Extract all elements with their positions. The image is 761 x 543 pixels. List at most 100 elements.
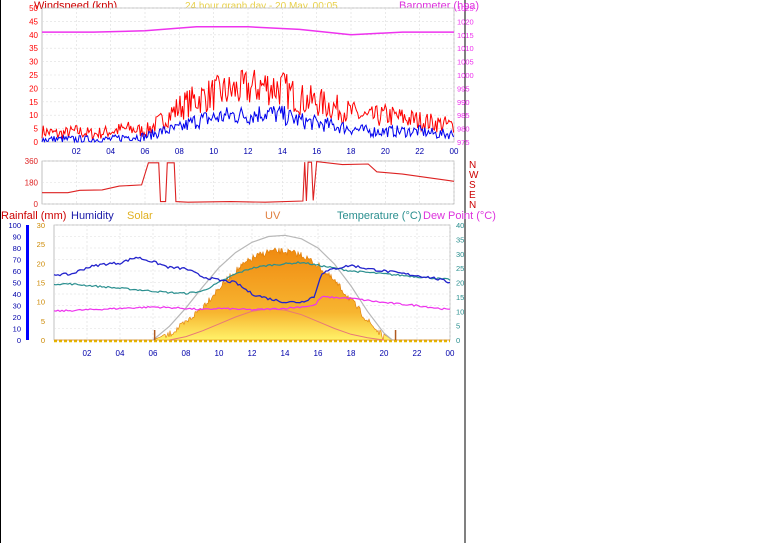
y-right-tick-label: 1005 [457,58,474,67]
x-tick-label: 16 [314,349,323,358]
solar-label: Solar [127,210,153,222]
humidity-label: Humidity [71,210,114,222]
y-right-tick-label: 980 [457,125,470,134]
y-left-tick-label: 15 [29,98,38,107]
rainfall-tick-label: 0 [41,336,45,345]
temperature-tick-label: 20 [456,279,464,288]
temperature-tick-label: 0 [456,336,460,345]
humidity-tick-label: 80 [13,244,21,253]
y-left-tick-label: 45 [29,17,38,26]
x-tick-label: 10 [209,147,218,156]
x-tick-label: 06 [149,349,158,358]
y-tick-label: 180 [25,179,39,188]
y-right-tick-label: 1000 [457,71,474,80]
humidity-tick-label: 50 [13,279,21,288]
humidity-tick-label: 40 [13,290,21,299]
temperature-label: Temperature (°C) [337,210,421,222]
humidity-tick-label: 90 [13,233,21,242]
x-tick-label: 12 [244,147,253,156]
y-right-tick-label: 1025 [457,4,474,13]
rainfall-label: Rainfall (mm) [1,210,66,222]
y-left-tick-label: 0 [34,138,39,147]
barometer-line [42,26,454,36]
wind-gust-line [41,69,455,141]
y-left-tick-label: 10 [29,111,38,120]
temperature-tick-label: 5 [456,322,460,331]
temperature-line [53,261,451,295]
chart-title: 24 hour graph day - 20 May, 00:05 [185,1,338,12]
wind-direction-chart: 0 180 360 [25,157,455,209]
compass-w: W [469,170,479,181]
humidity-tick-label: 30 [13,302,21,311]
humidity-tick-label: 100 [8,221,21,230]
y-tick-label: 360 [25,157,39,166]
y-right-tick-label: 995 [457,84,470,93]
x-tick-label: 16 [312,147,321,156]
temperature-tick-label: 40 [456,221,464,230]
x-tick-label: 04 [116,349,125,358]
temperature-tick-label: 25 [456,264,464,273]
rainfall-tick-label: 30 [37,221,45,230]
dewpoint-line [53,295,451,313]
x-tick-label: 20 [380,349,389,358]
uv-label: UV [265,210,281,222]
rainfall-tick-label: 10 [37,298,45,307]
x-tick-label: 04 [106,147,115,156]
wind-barometer-chart: 0510152025303540455097598098599099510001… [29,4,474,156]
x-tick-label: 12 [248,349,257,358]
x-tick-label: 06 [141,147,150,156]
x-tick-label: 14 [281,349,290,358]
y-right-tick-label: 985 [457,111,470,120]
compass-n-top: N [469,160,476,171]
y-left-tick-label: 30 [29,58,38,67]
humidity-tick-label: 70 [13,256,21,265]
x-tick-label: 08 [175,147,184,156]
y-left-tick-label: 50 [29,4,38,13]
wind-direction-line [42,160,455,203]
x-tick-label: 02 [83,349,92,358]
compass-e: E [469,190,476,201]
x-tick-label: 14 [278,147,287,156]
rainfall-tick-label: 15 [37,279,45,288]
humidity-tick-label: 60 [13,267,21,276]
compass-s: S [469,180,476,191]
rainfall-tick-label: 20 [37,259,45,268]
y-right-tick-label: 975 [457,138,470,147]
x-tick-label: 18 [347,349,356,358]
y-left-tick-label: 5 [34,125,39,134]
humidity-tick-label: 10 [13,325,21,334]
y-right-tick-label: 1010 [457,44,474,53]
y-left-tick-label: 20 [29,84,38,93]
x-tick-label: 22 [415,147,424,156]
x-tick-label: 00 [446,349,455,358]
rainfall-axis-bar [26,225,29,340]
x-tick-label: 08 [182,349,191,358]
y-left-tick-label: 25 [29,71,38,80]
rainfall-tick-label: 5 [41,317,45,326]
humidity-tick-label: 20 [13,313,21,322]
environment-chart: 0102030405060708090100051015202530051015… [8,221,464,358]
temperature-tick-label: 10 [456,307,464,316]
y-left-tick-label: 35 [29,44,38,53]
temperature-tick-label: 15 [456,293,464,302]
compass-n-bottom: N [469,200,476,211]
x-tick-label: 22 [413,349,422,358]
humidity-line [53,256,451,304]
x-tick-label: 02 [72,147,81,156]
x-tick-label: 10 [215,349,224,358]
x-tick-label: 00 [450,147,459,156]
y-right-tick-label: 990 [457,98,470,107]
x-tick-label: 20 [381,147,390,156]
x-tick-label: 18 [347,147,356,156]
temperature-tick-label: 35 [456,235,464,244]
dewpoint-label: Dew Point (°C) [423,210,496,222]
y-tick-label: 0 [34,200,39,209]
temperature-tick-label: 30 [456,250,464,259]
wind-average-line [41,105,455,144]
rainfall-tick-label: 25 [37,240,45,249]
y-right-tick-label: 1020 [457,17,474,26]
y-right-tick-label: 1015 [457,31,474,40]
y-left-tick-label: 40 [29,31,38,40]
humidity-tick-label: 0 [17,336,21,345]
